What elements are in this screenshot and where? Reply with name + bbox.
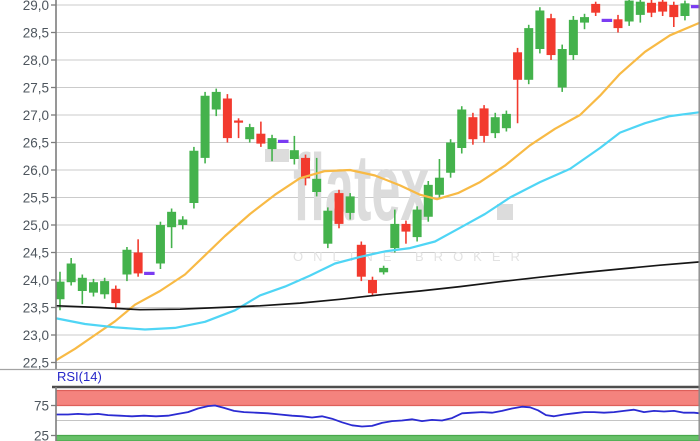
ma-fast-orange (55, 21, 700, 361)
candle-up (524, 28, 534, 80)
candle-down (591, 3, 601, 13)
rsi-band-overbought (56, 390, 700, 406)
candle-down (133, 252, 143, 274)
y-axis-label: 26,0 (23, 163, 49, 178)
candle-up (535, 10, 545, 49)
candle-down (367, 280, 377, 294)
candle-down (669, 5, 679, 18)
y-axis-label: 22,5 (23, 355, 49, 370)
rsi-line (56, 404, 700, 428)
candle-up (211, 91, 221, 110)
candle-up (66, 263, 76, 283)
candle-up (635, 1, 645, 15)
candle-up (412, 209, 422, 238)
candle-down (356, 244, 366, 277)
candle-down (646, 2, 656, 13)
candle-up (624, 0, 634, 22)
candle-up (178, 219, 188, 225)
y-axis-label: 27,5 (23, 80, 49, 95)
y-axis-label: 29,0 (23, 0, 49, 13)
candle-down (468, 117, 478, 140)
candle-up (446, 142, 456, 173)
candle-up (245, 127, 255, 140)
candle-up (680, 3, 690, 16)
candle-doji (601, 18, 613, 22)
candle-up (55, 281, 65, 300)
y-axis-label: 24,5 (23, 245, 49, 260)
candles (55, 0, 700, 311)
candle-up (100, 281, 110, 295)
candle-up (580, 17, 590, 23)
watermark-bar (265, 149, 289, 162)
candle-up (423, 184, 433, 217)
y-axis-label: 26,5 (23, 135, 49, 150)
candle-up (189, 150, 199, 203)
candle-down (301, 157, 311, 179)
candle-down (546, 18, 556, 56)
rsi-band-oversold (56, 435, 700, 441)
ma-mid-cyan (55, 111, 700, 331)
candle-up (312, 178, 322, 192)
price-grid: 29,0 28,5 28,0 27,5 27,0 26,5 26,0 25,5 25,0 24,5… (23, 0, 700, 370)
candle-up (267, 138, 277, 150)
candle-down (401, 223, 411, 232)
candle-up (434, 177, 444, 195)
y-axis-label: 28,0 (23, 53, 49, 68)
candle-up (557, 49, 567, 88)
candle-down (222, 98, 232, 139)
candle-doji (144, 271, 155, 275)
candle-up (155, 225, 165, 264)
candle-up (490, 117, 500, 134)
y-axis-label: 25,5 (23, 190, 49, 205)
y-axis-label: 27,0 (23, 108, 49, 123)
candle-up (568, 19, 578, 56)
candle-down (513, 52, 523, 80)
candle-up (200, 95, 210, 158)
y-axis-label: 24,0 (23, 273, 49, 288)
candle-up (457, 109, 467, 148)
candle-down (658, 1, 668, 12)
candle-up (122, 249, 132, 275)
candle-down (256, 133, 266, 144)
candle-up (167, 211, 177, 228)
rsi-indicator-label: RSI(14) (57, 369, 102, 384)
candle-doji (690, 5, 700, 9)
candle-down (613, 19, 623, 29)
rsi-axis-label: 75 (34, 398, 49, 413)
watermark-dot (497, 204, 513, 220)
y-axis-label: 28,5 (23, 25, 49, 40)
candle-up (379, 267, 389, 273)
candle-up (77, 277, 87, 291)
candle-down (234, 120, 244, 123)
candle-up (88, 282, 98, 293)
rsi-axis-label: 25 (34, 428, 49, 441)
watermark-tagline: ONLINE BROKER (293, 249, 530, 264)
rsi-pane: 75 25 (0, 385, 700, 441)
candle-down (334, 193, 344, 224)
candle-down (111, 288, 121, 304)
candle-doji (278, 139, 289, 143)
candle-up (345, 196, 355, 213)
ma-slow-black (56, 261, 700, 311)
y-axis-label: 23,5 (23, 300, 49, 315)
y-axis-label: 25,0 (23, 218, 49, 233)
candle-up (501, 113, 511, 129)
y-axis-label: 23,0 (23, 328, 49, 343)
candle-up (323, 210, 333, 244)
candle-up (390, 223, 400, 249)
candle-down (479, 108, 489, 136)
candle-up (289, 150, 299, 159)
